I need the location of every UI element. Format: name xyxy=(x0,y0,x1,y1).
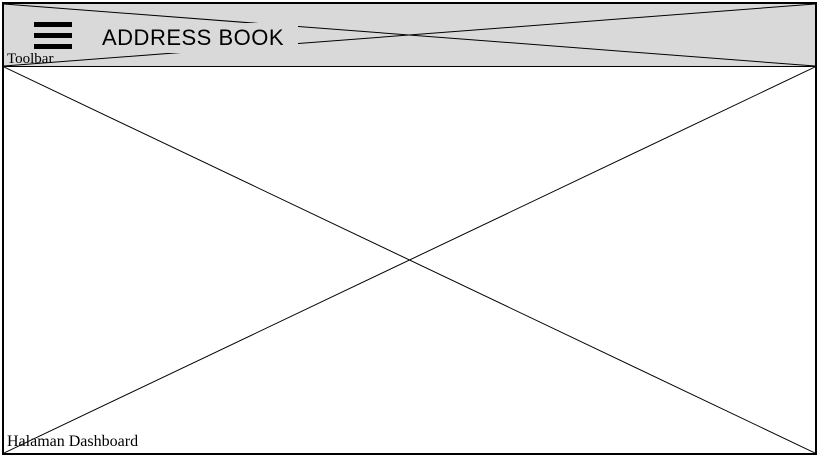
menu-icon-bar xyxy=(34,33,72,38)
dashboard-placeholder-cross xyxy=(4,67,815,453)
menu-icon-bar xyxy=(34,44,72,49)
app-title: ADDRESS BOOK xyxy=(88,23,299,53)
dashboard-label: Halaman Dashboard xyxy=(7,433,139,450)
menu-icon-bar xyxy=(34,22,72,27)
toolbar-label: Toolbar xyxy=(7,51,54,67)
toolbar-placeholder-cross xyxy=(4,4,815,66)
hamburger-menu-icon[interactable] xyxy=(34,21,72,51)
dashboard-placeholder: Halaman Dashboard xyxy=(2,67,817,455)
toolbar-placeholder: ADDRESS BOOK xyxy=(2,2,817,68)
